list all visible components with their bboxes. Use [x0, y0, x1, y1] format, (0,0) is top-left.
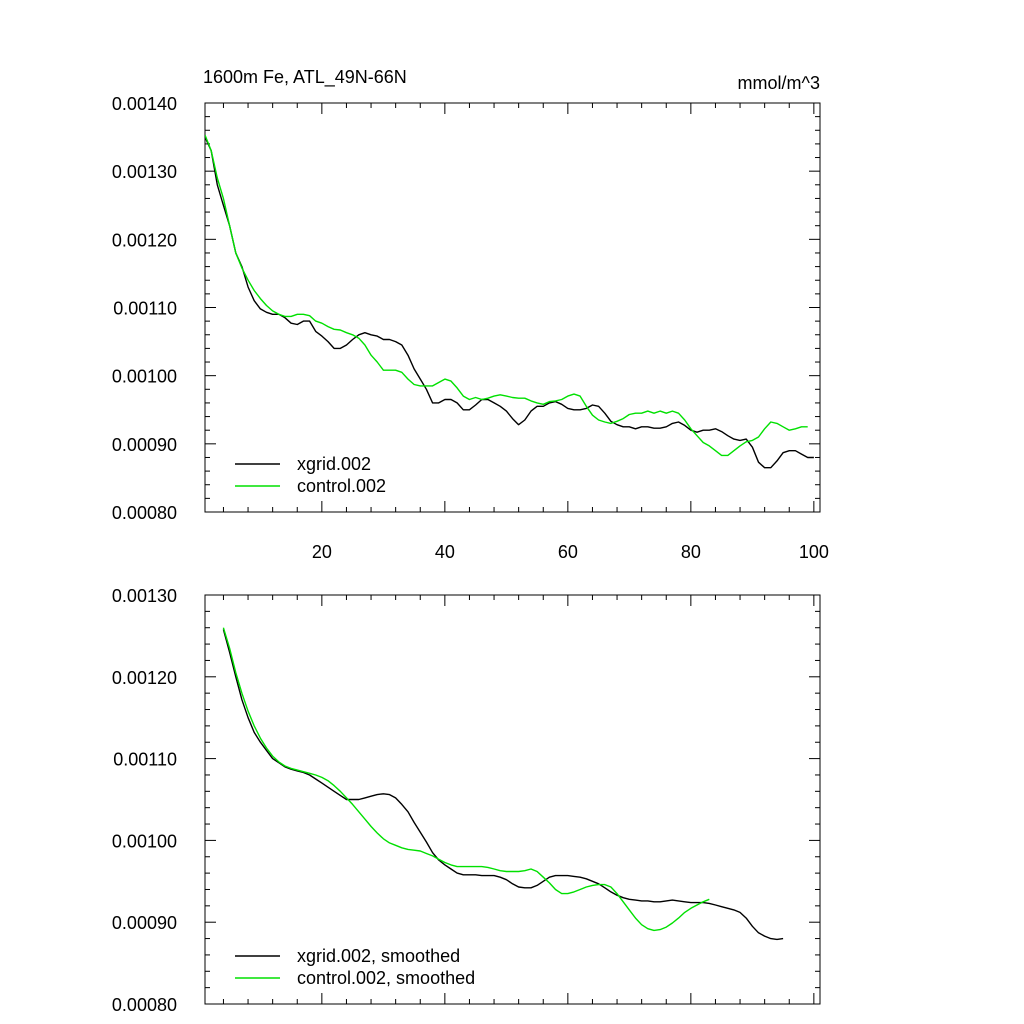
y-tick-label: 0.00110 [113, 750, 177, 770]
x-tick-label: 80 [681, 542, 701, 562]
chart-panel-top: 20 40 60 80 100 0.00080 0.00090 0.00100 0.00110 0… [112, 67, 829, 562]
y-tick-label: 0.00120 [112, 230, 177, 250]
plot-frame [204, 102, 821, 513]
series-line-1 [205, 134, 808, 457]
y-tick-label: 0.00130 [112, 162, 177, 182]
units-label: mmol/m^3 [738, 73, 820, 93]
y-tick-label: 0.00080 [112, 995, 177, 1015]
chart-title: 1600m Fe, ATL_49N-66N [203, 67, 407, 88]
legend-label-0: xgrid.002 [297, 454, 371, 474]
y-tick-label: 0.00080 [112, 503, 177, 523]
x-tick-label: 100 [799, 542, 829, 562]
y-tick-label: 0.00090 [112, 913, 177, 933]
series-line-0 [222, 629, 784, 941]
series-line-1 [222, 627, 710, 932]
y-tick-label: 0.00140 [112, 94, 177, 114]
y-tick-label: 0.00120 [112, 668, 177, 688]
x-tick-label: 40 [435, 542, 455, 562]
legend-label-1: control.002, smoothed [297, 968, 475, 988]
y-tick-label: 0.00090 [112, 435, 177, 455]
y-tick-label: 0.00130 [112, 586, 177, 606]
legend-label-0: xgrid.002, smoothed [297, 946, 460, 966]
chart-panel-bottom: 0.00080 0.00090 0.00100 0.00110 0.00120 0.001… [112, 586, 821, 1015]
x-tick-label: 60 [558, 542, 578, 562]
legend-label-1: control.002 [297, 476, 386, 496]
y-tick-label: 0.00100 [112, 367, 177, 387]
x-tick-label: 20 [312, 542, 332, 562]
y-tick-label: 0.00100 [112, 831, 177, 851]
plot-frame [204, 594, 821, 1005]
series-line-0 [205, 136, 814, 469]
y-tick-label: 0.00110 [113, 299, 177, 319]
